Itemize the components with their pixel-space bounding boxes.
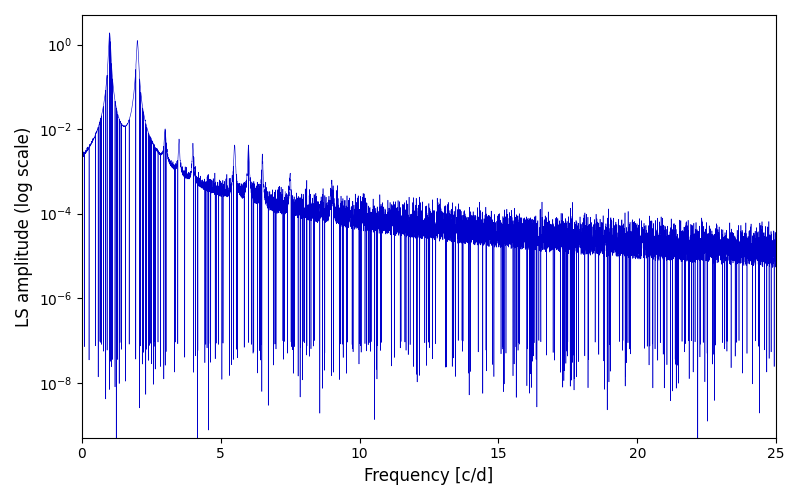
- X-axis label: Frequency [c/d]: Frequency [c/d]: [364, 467, 494, 485]
- Y-axis label: LS amplitude (log scale): LS amplitude (log scale): [15, 126, 33, 326]
